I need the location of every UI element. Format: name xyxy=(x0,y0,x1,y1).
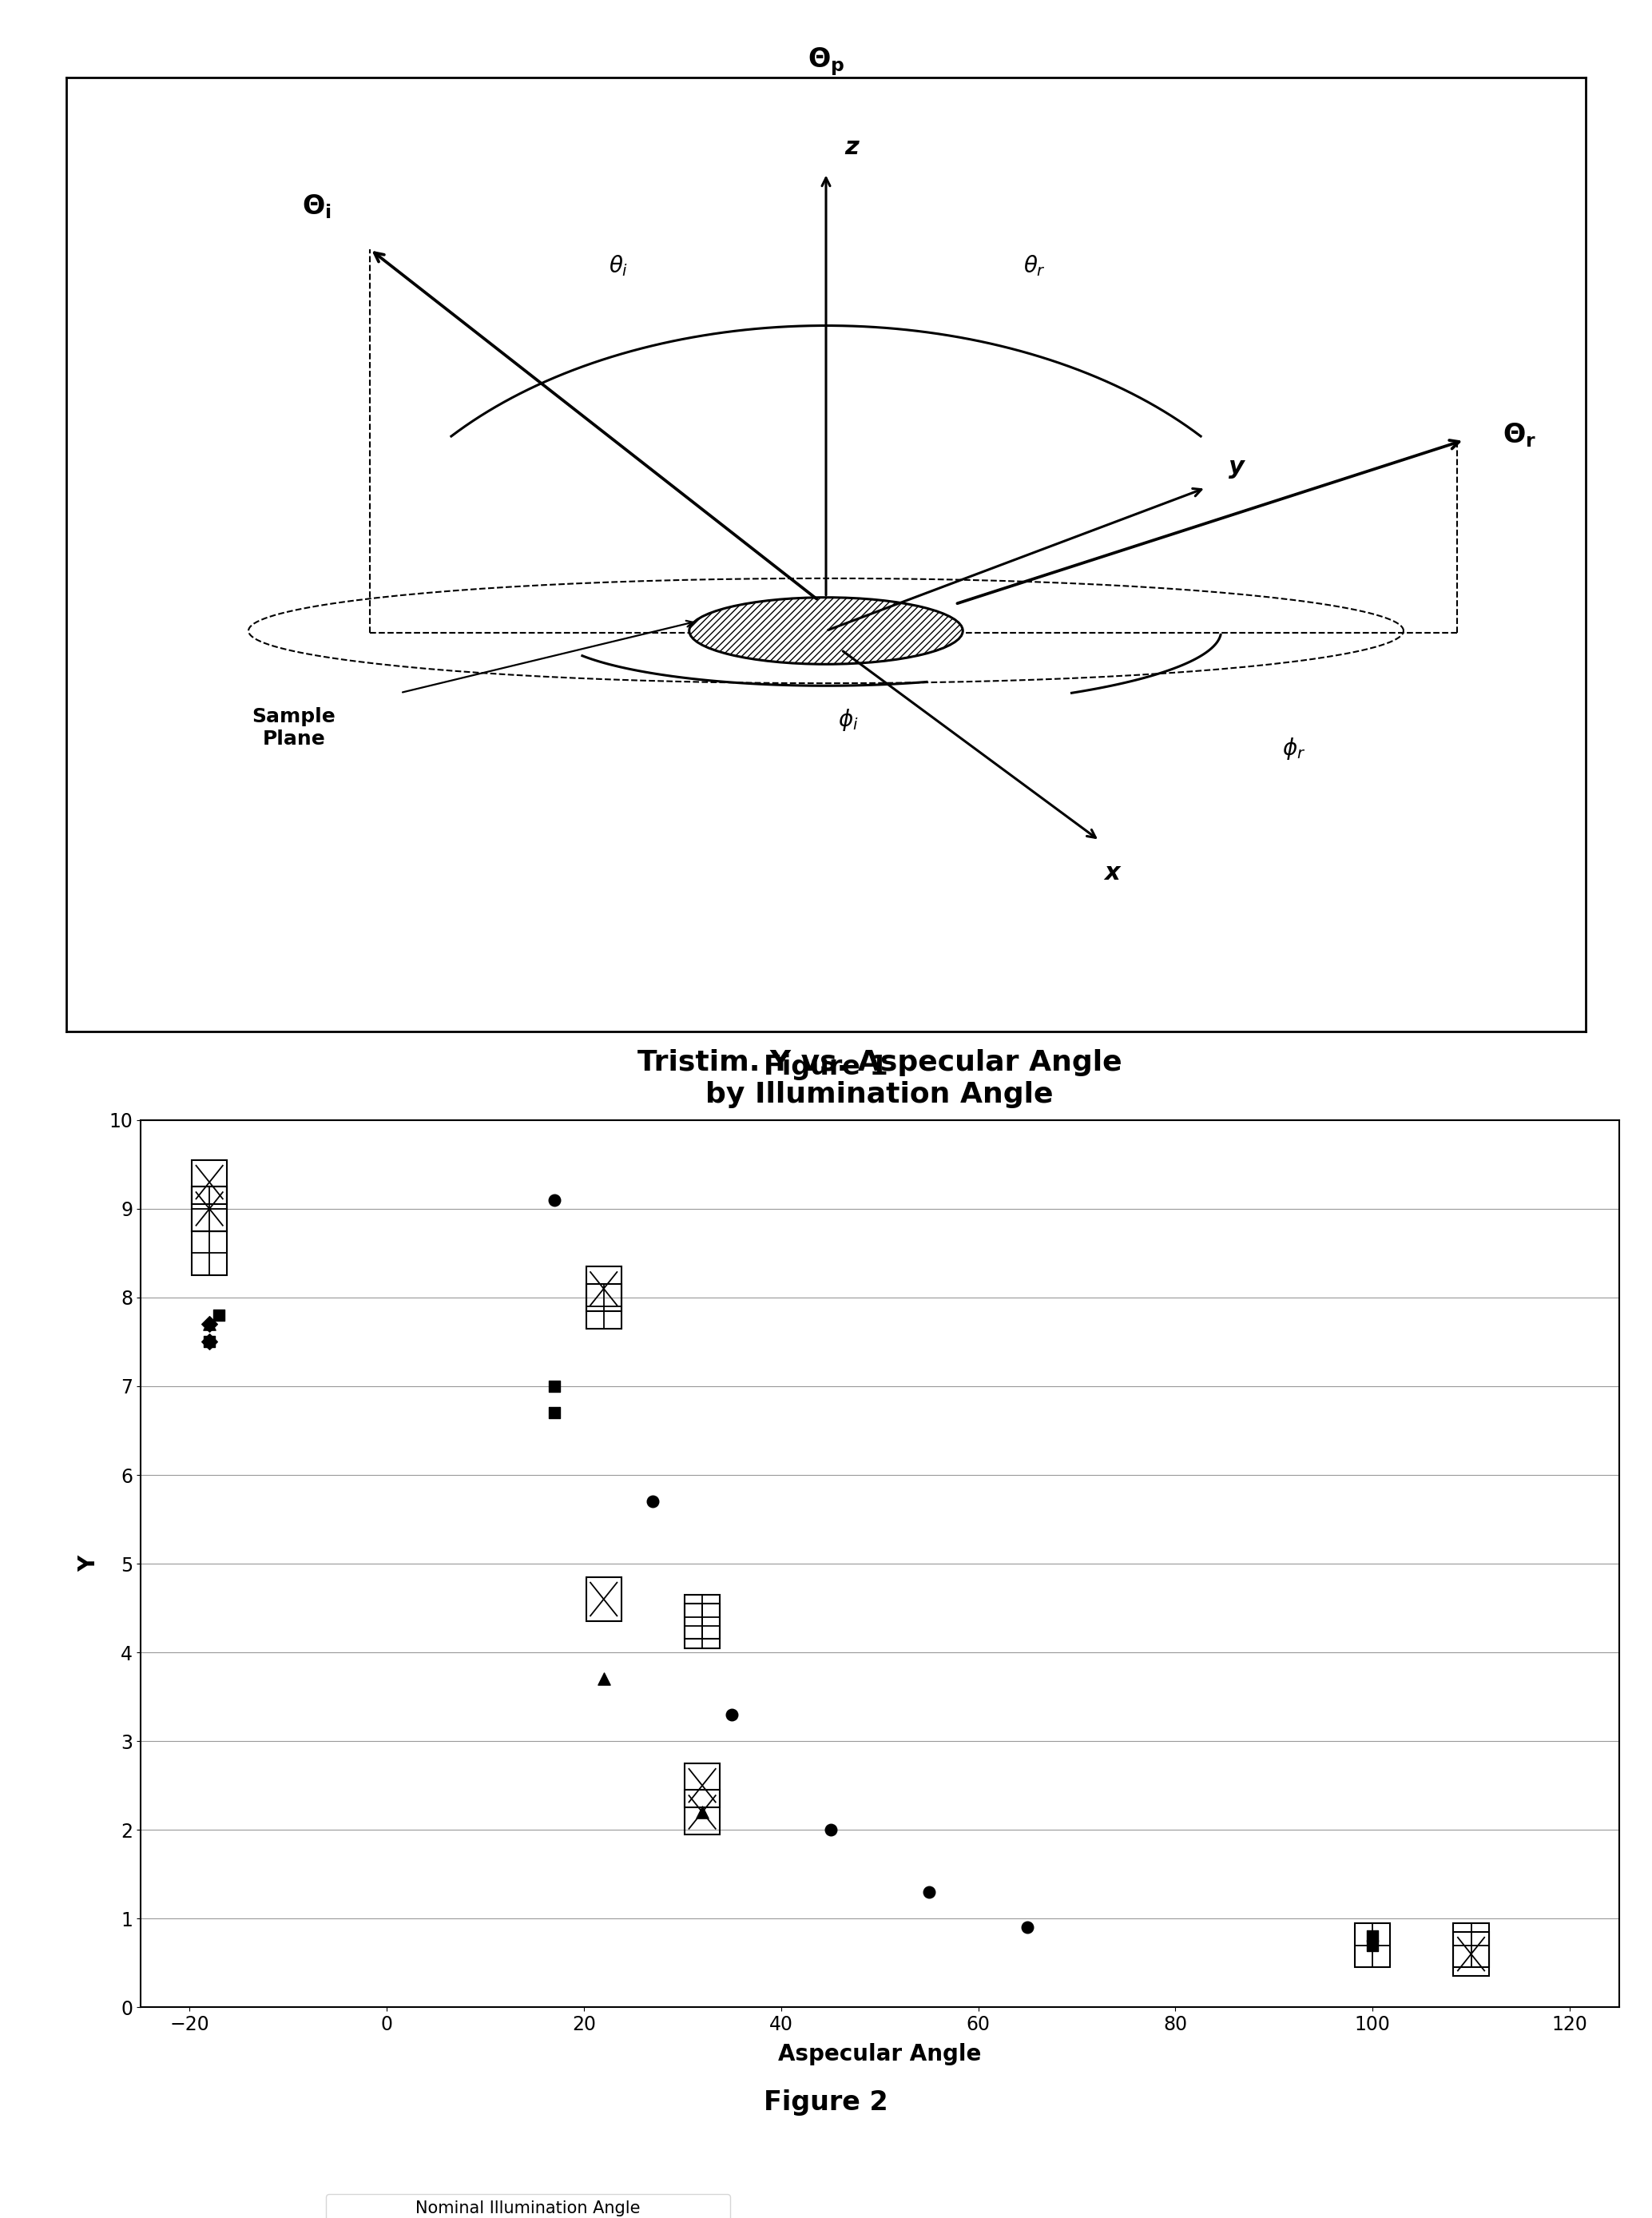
Point xyxy=(719,1697,745,1732)
Point xyxy=(197,1306,223,1342)
Point xyxy=(1014,1910,1041,1945)
Text: $\theta_r$: $\theta_r$ xyxy=(1024,253,1046,277)
Text: x: x xyxy=(1104,861,1120,885)
Point xyxy=(542,1369,568,1404)
Text: z: z xyxy=(844,135,859,160)
Title: Tristim. Y vs. Aspecular Angle
by Illumination Angle: Tristim. Y vs. Aspecular Angle by Illumi… xyxy=(638,1049,1122,1109)
Point xyxy=(542,1395,568,1431)
Text: $\mathbf{\Theta_p}$: $\mathbf{\Theta_p}$ xyxy=(808,47,844,78)
Point xyxy=(542,1182,568,1218)
Text: $\mathbf{\Theta_i}$: $\mathbf{\Theta_i}$ xyxy=(302,193,332,222)
Point xyxy=(197,1324,223,1360)
Text: Figure 1: Figure 1 xyxy=(763,1054,889,1080)
Text: $\mathbf{\Theta_r}$: $\mathbf{\Theta_r}$ xyxy=(1502,421,1536,448)
Text: $\phi_i$: $\phi_i$ xyxy=(838,708,859,732)
X-axis label: Aspecular Angle: Aspecular Angle xyxy=(778,2043,981,2065)
Point xyxy=(818,1812,844,1848)
Point xyxy=(590,1661,616,1697)
Ellipse shape xyxy=(689,597,963,663)
Point xyxy=(639,1484,666,1519)
Y-axis label: Y: Y xyxy=(78,1555,99,1573)
Text: $\phi_r$: $\phi_r$ xyxy=(1282,736,1305,761)
Point xyxy=(197,1306,223,1342)
Point xyxy=(915,1874,942,1910)
Text: Figure 2: Figure 2 xyxy=(763,2089,889,2116)
Text: Sample
Plane: Sample Plane xyxy=(253,708,335,747)
Point xyxy=(1360,1927,1386,1963)
Text: y: y xyxy=(1229,455,1244,479)
Point xyxy=(1360,1919,1386,1954)
Legend: 10°, 15°, 25°, 35°, 45°, 60°: 10°, 15°, 25°, 35°, 45°, 60° xyxy=(325,2194,730,2218)
Point xyxy=(689,1794,715,1830)
Point xyxy=(206,1298,233,1333)
Point xyxy=(197,1324,223,1360)
Text: $\theta_i$: $\theta_i$ xyxy=(610,253,628,277)
